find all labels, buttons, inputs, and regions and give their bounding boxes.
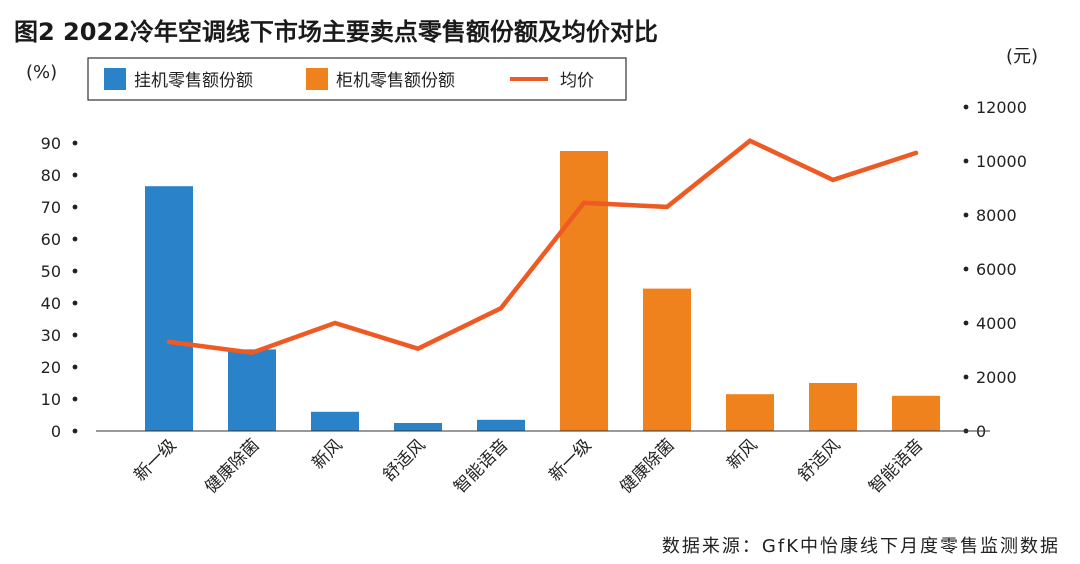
left-tick-dot — [72, 428, 78, 434]
legend: 挂机零售额份额 柜机零售额份额 均价 — [87, 57, 627, 101]
right-tick-label: 8000 — [976, 206, 1017, 225]
bar-cabinet — [643, 288, 691, 431]
bar-cabinet — [560, 151, 608, 431]
category-label: 新一级 — [130, 435, 180, 485]
right-tick-dot — [963, 104, 969, 110]
left-tick-dot — [72, 236, 78, 242]
category-label: 新一级 — [545, 435, 595, 485]
right-tick-label: 10000 — [976, 152, 1027, 171]
legend-swatch-cabinet — [306, 68, 328, 90]
category-label: 健康除菌 — [201, 435, 263, 497]
right-tick-dot — [963, 374, 969, 380]
avg-price-line — [166, 138, 919, 356]
legend-label-avg-price: 均价 — [560, 71, 594, 91]
bar-cabinet — [726, 394, 774, 431]
left-tick-label: 40 — [41, 294, 61, 313]
left-axis: 0 10 20 30 40 50 60 70 80 90 — [41, 134, 78, 441]
category-label: 舒适风 — [794, 435, 844, 485]
right-axis-unit: (元) — [1006, 46, 1038, 67]
right-tick-label: 6000 — [976, 260, 1017, 279]
left-tick-label: 90 — [41, 134, 61, 153]
right-tick-dot — [963, 158, 969, 164]
category-labels: 新一级 健康除菌 新风 舒适风 智能语音 新一级 健康除菌 新风 舒适风 智能语音 — [130, 435, 927, 497]
chart-title: 图2 2022冷年空调线下市场主要卖点零售额份额及均价对比 — [14, 18, 658, 46]
legend-label-wall: 挂机零售额份额 — [134, 71, 253, 91]
avg-price-polyline — [166, 138, 919, 356]
legend-label-cabinet: 柜机零售额份额 — [336, 71, 455, 91]
bar-cabinet — [809, 383, 857, 431]
category-label: 舒适风 — [379, 435, 429, 485]
left-tick-dot — [72, 364, 78, 370]
bar-wall — [145, 186, 193, 431]
category-label: 智能语音 — [450, 435, 512, 497]
category-label: 智能语音 — [865, 435, 927, 497]
left-tick-dot — [72, 300, 78, 306]
left-tick-dot — [72, 332, 78, 338]
right-tick-label: 4000 — [976, 314, 1017, 333]
right-tick-label: 12000 — [976, 98, 1027, 117]
right-tick-dot — [963, 212, 969, 218]
left-tick-label: 20 — [41, 358, 61, 377]
right-tick-dot — [963, 320, 969, 326]
left-tick-label: 0 — [51, 422, 61, 441]
legend-swatch-wall — [104, 68, 126, 90]
bar-wall — [311, 411, 359, 431]
bar-wall — [228, 349, 276, 431]
left-tick-dot — [72, 396, 78, 402]
data-source: 数据来源：GfK中怡康线下月度零售监测数据 — [662, 536, 1060, 557]
bar-cabinet — [892, 395, 940, 431]
left-tick-label: 80 — [41, 166, 61, 185]
category-label: 新风 — [723, 435, 761, 473]
right-tick-label: 2000 — [976, 368, 1017, 387]
left-tick-label: 70 — [41, 198, 61, 217]
left-tick-label: 10 — [41, 390, 61, 409]
left-tick-label: 50 — [41, 262, 61, 281]
left-axis-unit: (%) — [26, 62, 57, 83]
bars — [145, 151, 940, 431]
category-label: 新风 — [308, 435, 346, 473]
right-tick-dot — [963, 266, 969, 272]
left-tick-label: 60 — [41, 230, 61, 249]
bar-wall — [477, 419, 525, 431]
left-tick-label: 30 — [41, 326, 61, 345]
left-tick-dot — [72, 140, 78, 146]
category-label: 健康除菌 — [616, 435, 678, 497]
left-tick-dot — [72, 268, 78, 274]
left-tick-dot — [72, 172, 78, 178]
bar-wall — [394, 423, 442, 431]
left-tick-dot — [72, 204, 78, 210]
